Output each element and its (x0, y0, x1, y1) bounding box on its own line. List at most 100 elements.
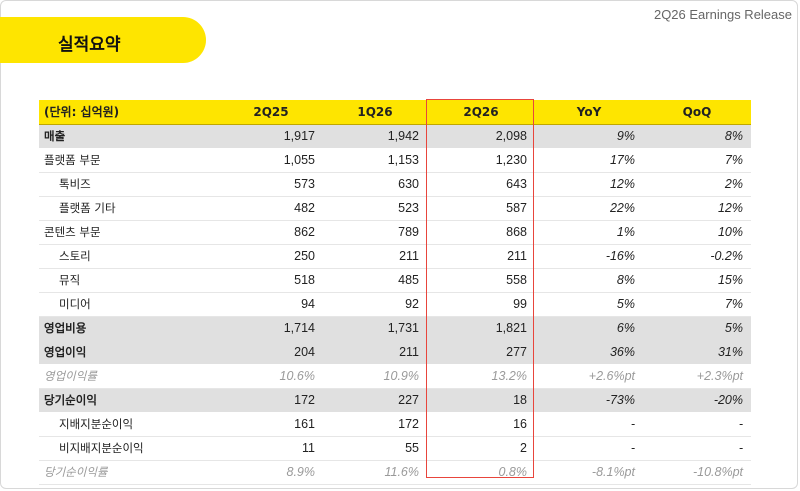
table-cell: 9% (535, 124, 643, 148)
table-cell: 1,917 (219, 124, 323, 148)
table-cell: 1,731 (323, 316, 427, 340)
table-cell: 10% (643, 220, 751, 245)
table-cell: 172 (219, 388, 323, 412)
table-cell: 1% (535, 220, 643, 245)
row-label: 당기순이익 (39, 388, 219, 412)
table-cell: +2.6%pt (535, 364, 643, 389)
table-cell: 7% (643, 292, 751, 317)
table-cell: 630 (323, 172, 427, 197)
row-label: 비지배지분순이익 (39, 436, 219, 461)
table-row: 영업이익률 10.6% 10.9% 13.2% +2.6%pt +2.3%pt (39, 364, 751, 389)
table-cell: 1,153 (323, 148, 427, 173)
row-label: 매출 (39, 124, 219, 148)
table-cell: 862 (219, 220, 323, 245)
table-cell: 789 (323, 220, 427, 245)
table-header-row: (단위: 십억원) 2Q25 1Q26 2Q26 YoY QoQ (39, 100, 751, 125)
table-row: 스토리 250 211 211 -16% -0.2% (39, 244, 751, 269)
table-cell: 17% (535, 148, 643, 173)
table-row: 당기순이익 172 227 18 -73% -20% (39, 388, 751, 412)
table-cell: -10.8%pt (643, 460, 751, 485)
table-cell: 172 (323, 412, 427, 437)
table-cell: 211 (323, 340, 427, 364)
table-cell: 573 (219, 172, 323, 197)
table-cell: - (535, 412, 643, 437)
table-cell: 482 (219, 196, 323, 221)
table-cell: 277 (427, 340, 535, 364)
table-cell: 7% (643, 148, 751, 173)
table-cell: 94 (219, 292, 323, 317)
table-cell: 10.6% (219, 364, 323, 389)
table-cell: 55 (323, 436, 427, 461)
table-cell: 523 (323, 196, 427, 221)
table-cell: -16% (535, 244, 643, 269)
table-row: 비지배지분순이익 11 55 2- - (39, 436, 751, 461)
table-row: 뮤직 518 485 558 8% 15% (39, 268, 751, 293)
table-cell: -73% (535, 388, 643, 412)
table-cell: 2 (427, 436, 535, 461)
table-cell: 1,821 (427, 316, 535, 340)
unit-header: (단위: 십억원) (39, 100, 219, 125)
table-cell: 485 (323, 268, 427, 293)
table-cell: 18 (427, 388, 535, 412)
table-cell: 227 (323, 388, 427, 412)
row-label: 뮤직 (39, 268, 219, 293)
table-cell: 1,714 (219, 316, 323, 340)
column-header-qoq: QoQ (643, 100, 751, 125)
table-cell: 868 (427, 220, 535, 245)
table-row: 플랫폼 부문 1,055 1,153 1,230 17% 7% (39, 148, 751, 173)
table-cell: 12% (535, 172, 643, 197)
earnings-summary-table: (단위: 십억원) 2Q25 1Q26 2Q26 YoY QoQ 매출 1,917… (39, 100, 751, 485)
row-label: 영업이익 (39, 340, 219, 364)
table-row: 지배지분순이익 161 172 16- - (39, 412, 751, 437)
table-cell: 0.8% (427, 460, 535, 485)
table-cell: 518 (219, 268, 323, 293)
table-cell: 22% (535, 196, 643, 221)
row-label: 톡비즈 (39, 172, 219, 197)
table-cell: 204 (219, 340, 323, 364)
table-cell: 1,942 (323, 124, 427, 148)
table-cell: 11 (219, 436, 323, 461)
row-label: 콘텐츠 부문 (39, 220, 219, 245)
table-cell: 5% (535, 292, 643, 317)
table-row: 매출 1,917 1,942 2,098 9% 8% (39, 124, 751, 148)
table-cell: 161 (219, 412, 323, 437)
table-cell: 12% (643, 196, 751, 221)
table-cell: 1,230 (427, 148, 535, 173)
table-cell: 31% (643, 340, 751, 364)
table-cell: 92 (323, 292, 427, 317)
row-label: 영업이익률 (39, 364, 219, 389)
table-cell: 15% (643, 268, 751, 293)
table-row: 톡비즈 573 630 643 12% 2% (39, 172, 751, 197)
table-cell: 99 (427, 292, 535, 317)
table-cell: 16 (427, 412, 535, 437)
table-cell: -8.1%pt (535, 460, 643, 485)
column-header-1q26: 1Q26 (323, 100, 427, 125)
table-row: 당기순이익률 8.9% 11.6% 0.8% -8.1%pt -10.8%pt (39, 460, 751, 485)
table-cell: 587 (427, 196, 535, 221)
column-header-2q26: 2Q26 (427, 100, 535, 125)
release-label: 2Q26 Earnings Release (653, 7, 792, 22)
table-row: 영업이익 204 211 277 36% 31% (39, 340, 751, 364)
table-cell: 643 (427, 172, 535, 197)
table-cell: 5% (643, 316, 751, 340)
table-cell: 11.6% (323, 460, 427, 485)
title-banner (0, 17, 206, 63)
row-label: 지배지분순이익 (39, 412, 219, 437)
table-row: 영업비용 1,714 1,731 1,821 6% 5% (39, 316, 751, 340)
table-cell: -20% (643, 388, 751, 412)
row-label: 당기순이익률 (39, 460, 219, 485)
table-cell: -0.2% (643, 244, 751, 269)
row-label: 미디어 (39, 292, 219, 317)
table-cell: 8% (643, 124, 751, 148)
table-row: 플랫폼 기타 482 523 587 22% 12% (39, 196, 751, 221)
table-cell: 36% (535, 340, 643, 364)
table-cell: - (535, 436, 643, 461)
table-cell: 6% (535, 316, 643, 340)
table-cell: 13.2% (427, 364, 535, 389)
page-title: 실적요약 (58, 35, 121, 55)
row-label: 플랫폼 부문 (39, 148, 219, 173)
row-label: 영업비용 (39, 316, 219, 340)
table-cell: 2% (643, 172, 751, 197)
table-cell: 211 (427, 244, 535, 269)
